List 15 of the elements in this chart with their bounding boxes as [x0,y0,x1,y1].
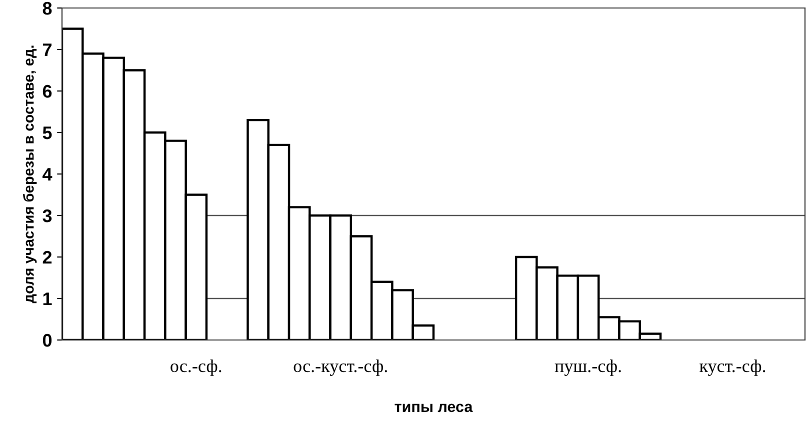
x-tick-label: пуш.-сф. [554,359,621,376]
y-tick-label: 3 [42,209,52,222]
x-axis-title: типы леса [394,404,473,412]
x-tick-label: ос.-сф. [170,359,222,376]
y-tick-label: 6 [42,84,52,98]
y-tick-label: 0 [42,334,52,347]
x-tick-label: ос.-куст.-сф. [294,359,387,376]
y-tick-label: 4 [42,168,52,181]
y-tick-label: 1 [43,292,52,306]
y-tick-label: 2 [42,250,52,264]
y-tick-label: 5 [42,126,52,140]
y-axis-title: доля участия березы в составе, ед. [22,46,37,304]
x-tick-label: куст.-сф. [700,359,766,376]
y-tick-label: 7 [43,44,52,56]
y-tick-label: 8 [42,2,52,15]
